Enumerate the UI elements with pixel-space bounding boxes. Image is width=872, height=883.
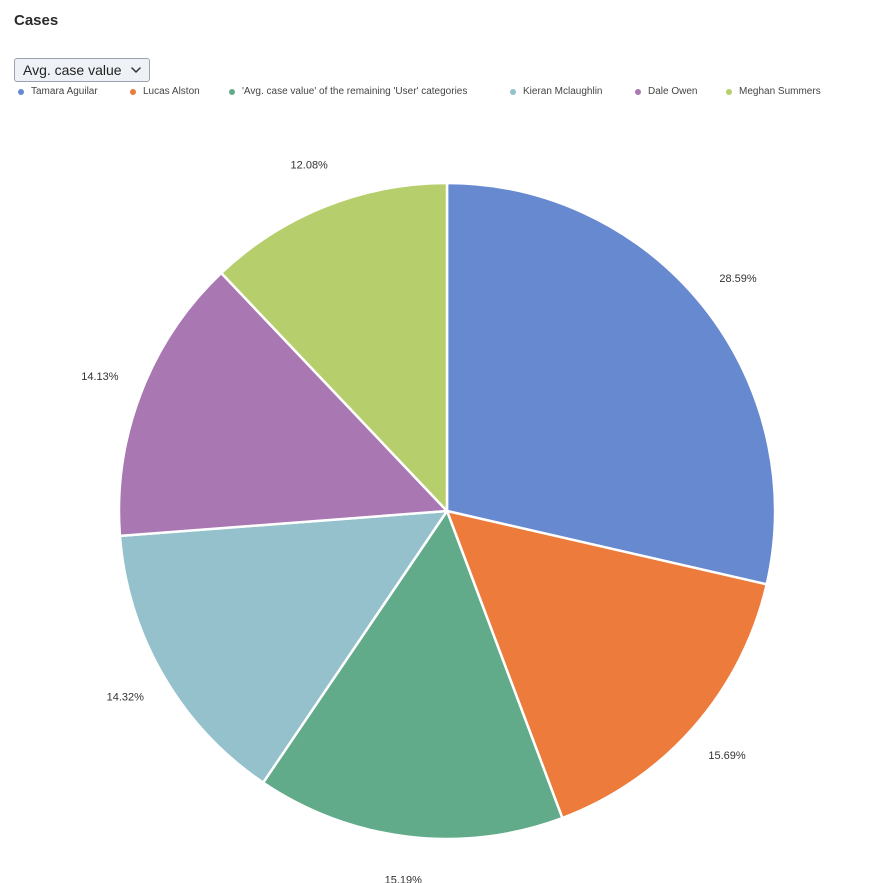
legend-marker [130, 89, 136, 95]
pie-slice-label: 15.19% [385, 874, 423, 883]
legend-item-lucas-alston[interactable]: Lucas Alston [130, 86, 200, 98]
legend-marker [510, 89, 516, 95]
legend-marker [726, 89, 732, 95]
pie-slice-label: 14.13% [81, 371, 119, 383]
pie-slice-label: 28.59% [719, 273, 757, 285]
pie-slice-avg-case-value-of-the-remaining-user-categories[interactable] [261, 509, 564, 841]
pie-slice-label: 14.32% [107, 692, 145, 704]
pie-slices [117, 181, 777, 841]
legend-item-tamara-aguilar[interactable]: Tamara Aguilar [18, 86, 98, 98]
legend-label: Lucas Alston [143, 86, 200, 97]
pie-slice-dale-owen[interactable] [117, 271, 449, 538]
pie-slice-meghan-summers[interactable] [220, 181, 449, 513]
pie-slice-label: 12.08% [291, 159, 329, 171]
legend-marker [229, 89, 235, 95]
legend-marker [18, 89, 24, 95]
legend-label: Tamara Aguilar [31, 86, 98, 97]
pie-slice-kieran-mclaughlin[interactable] [118, 509, 449, 784]
pie-labels: 28.59% 15.69% 15.19% 14.32% 14.13% 12.08% [81, 159, 757, 883]
measure-dropdown[interactable]: Avg. case value [14, 58, 150, 82]
measure-dropdown-value: Avg. case value [23, 62, 122, 78]
legend-label: Kieran Mclaughlin [523, 86, 603, 97]
legend-item-remaining-users[interactable]: 'Avg. case value' of the remaining 'User… [229, 86, 467, 98]
legend-item-meghan-summers[interactable]: Meghan Summers [726, 86, 821, 98]
legend-item-dale-owen[interactable]: Dale Owen [635, 86, 697, 98]
legend-label: Dale Owen [648, 86, 698, 97]
legend-item-kieran-mclaughlin[interactable]: Kieran Mclaughlin [510, 86, 603, 98]
pie-slice-tamara-aguilar[interactable] [445, 181, 777, 586]
legend-marker [635, 89, 641, 95]
pie-slice-lucas-alston[interactable] [445, 509, 768, 820]
chevron-down-icon [131, 67, 141, 73]
legend-label: 'Avg. case value' of the remaining 'User… [242, 86, 468, 97]
panel-title: Cases [14, 12, 59, 29]
pie-slice-label: 15.69% [708, 750, 746, 762]
legend-label: Meghan Summers [739, 86, 821, 97]
